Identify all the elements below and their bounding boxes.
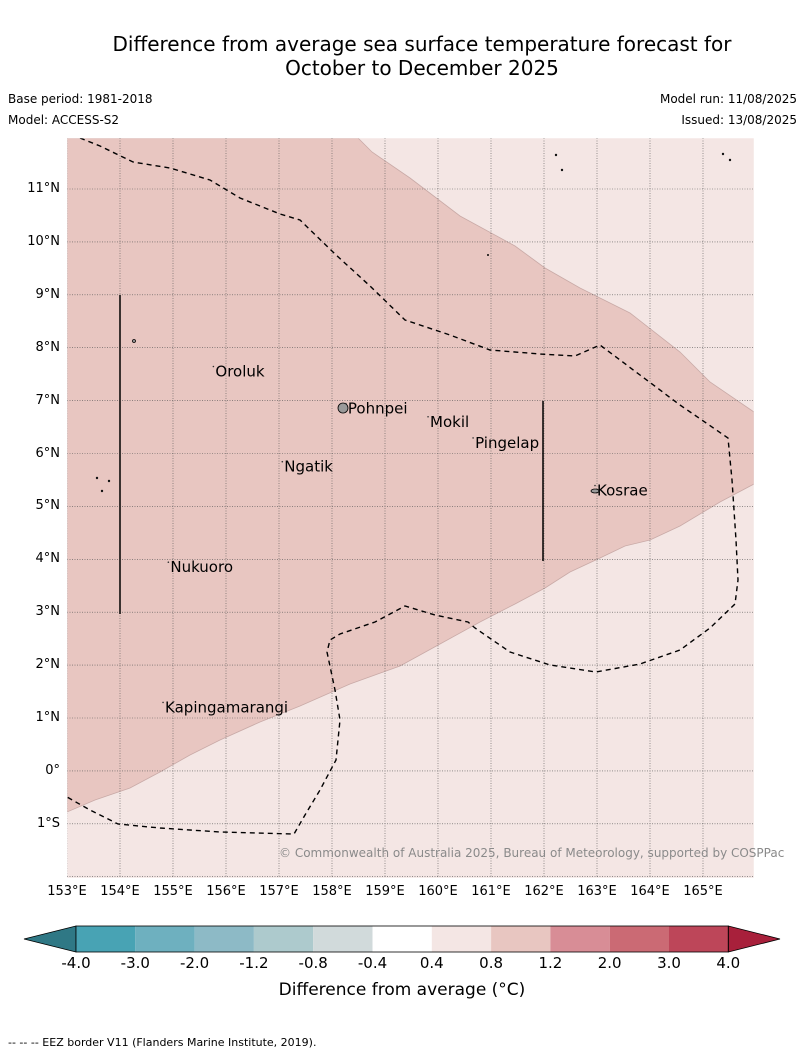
place-marker (281, 460, 284, 463)
colorbar-segment (669, 926, 729, 952)
longitude-label: 158°E (312, 884, 352, 899)
place-label: Ngatik (284, 458, 333, 476)
small-island-shape (100, 489, 104, 493)
place-marker (427, 415, 429, 418)
longitude-label: 153°E (47, 884, 87, 899)
latitude-label: 4°N (35, 551, 61, 567)
longitude-label: 156°E (206, 884, 246, 899)
copyright-notice: © Commonwealth of Australia 2025, Bureau… (279, 846, 785, 860)
latitude-label: 10°N (27, 233, 60, 249)
colorbar-tick-label: -2.0 (179, 954, 210, 972)
base-period: Base period: 1981-2018 (8, 92, 153, 106)
model-name: Model: ACCESS-S2 (8, 113, 120, 127)
place-label: Mokil (430, 413, 469, 431)
small-island-shape (132, 339, 136, 343)
colorbar-segment (253, 926, 314, 952)
eez-legend-note: -- -- -- EEZ border V11 (Flanders Marine… (8, 1036, 317, 1049)
colorbar-segment (431, 926, 492, 952)
colorbar-tick-label: 4.0 (716, 954, 741, 972)
region-divider-lines (119, 295, 544, 614)
small-island-shape (560, 168, 564, 172)
place-labels: Oroluk Pohnpei Mokil Pingelap Ngatik Kosrae Nu… (162, 363, 648, 716)
colorbar-under-triangle (23, 925, 77, 953)
place-marker (167, 561, 170, 564)
colorbar-tick-label: 1.2 (538, 954, 563, 972)
latitude-label: 11°N (27, 181, 60, 196)
longitude-label: 157°E (259, 884, 299, 899)
colorbar-tick-label: -3.0 (120, 954, 150, 972)
colorbar-tick-label: -0.4 (357, 954, 388, 972)
latitude-label: 9°N (35, 286, 61, 302)
colorbar-label: Difference from average (°C) (278, 980, 526, 1000)
longitude-label: 155°E (153, 884, 193, 899)
map-title: Difference from average sea surface temp… (0, 32, 804, 80)
place-label: Pingelap (475, 434, 539, 452)
place-label: Oroluk (215, 363, 264, 381)
latitude-label: 3°N (35, 604, 61, 620)
colorbar-tick-label: 0.8 (479, 954, 504, 972)
longitude-label: 164°E (630, 884, 670, 899)
small-island-shape (107, 479, 111, 483)
anomaly-band-medium (67, 138, 754, 813)
model-run: Model run: 11/08/2025 (659, 92, 797, 106)
colorbar-segment (491, 926, 551, 952)
colorbar (23, 925, 781, 953)
colorbar-segment (313, 926, 373, 952)
colorbar-tick-label: -1.2 (239, 954, 269, 972)
colorbar-tick-label: -0.8 (298, 954, 328, 972)
colorbar-segment (609, 926, 669, 952)
colorbar-tick-label: 3.0 (657, 954, 681, 972)
latitude-label: 8°N (35, 339, 61, 355)
latitude-label: 1°S (36, 815, 60, 831)
kosrae-island-shape (590, 488, 600, 494)
islands (95, 152, 732, 494)
colorbar-over-triangle (727, 925, 781, 953)
place-marker (162, 701, 164, 704)
place-marker (594, 484, 596, 487)
small-island-shape (554, 153, 558, 157)
small-island-shape (486, 253, 489, 256)
longitude-label: 154°E (100, 884, 140, 899)
place-marker (472, 437, 474, 439)
longitude-label: 165°E (683, 884, 723, 899)
pohnpei-island-shape (337, 402, 349, 414)
colorbar-segment (194, 926, 254, 952)
latitude-label: 0° (45, 762, 60, 778)
title-line-2: October to December 2025 (285, 56, 559, 80)
colorbar-segment (135, 926, 195, 952)
longitude-label: 161°E (471, 884, 511, 899)
issued-date: Issued: 13/08/2025 (681, 113, 797, 127)
latitude-label: 7°N (35, 392, 61, 408)
colorbar-segment (76, 926, 136, 952)
colorbar-segment (372, 926, 432, 952)
colorbar-tick-label: 2.0 (597, 954, 622, 972)
latitude-label: 2°N (35, 657, 61, 673)
small-island-shape (728, 158, 732, 162)
latitude-label: 6°N (35, 445, 61, 461)
place-label: Kapingamarangi (165, 698, 288, 716)
longitude-label: 162°E (524, 884, 564, 899)
latitude-label: 5°N (35, 498, 61, 514)
longitude-label: 163°E (577, 884, 617, 899)
colorbar-segment (550, 926, 610, 952)
colorbar-tick-label: -4.0 (61, 954, 91, 972)
latitude-label: 1°N (35, 710, 61, 725)
colorbar-frame (75, 925, 729, 953)
longitude-label: 159°E (365, 884, 405, 899)
place-marker (345, 402, 347, 405)
small-island-shape (95, 476, 99, 480)
small-island-shape (721, 152, 725, 156)
longitude-label: 160°E (418, 884, 458, 899)
place-marker (212, 365, 215, 368)
colorbar-tick-label: 0.4 (419, 954, 444, 972)
title-line-1: Difference from average sea surface temp… (112, 32, 732, 56)
place-label: Kosrae (597, 482, 648, 500)
place-label: Nukuoro (170, 558, 233, 576)
map-graticule (67, 138, 754, 878)
place-label: Pohnpei (348, 400, 408, 418)
